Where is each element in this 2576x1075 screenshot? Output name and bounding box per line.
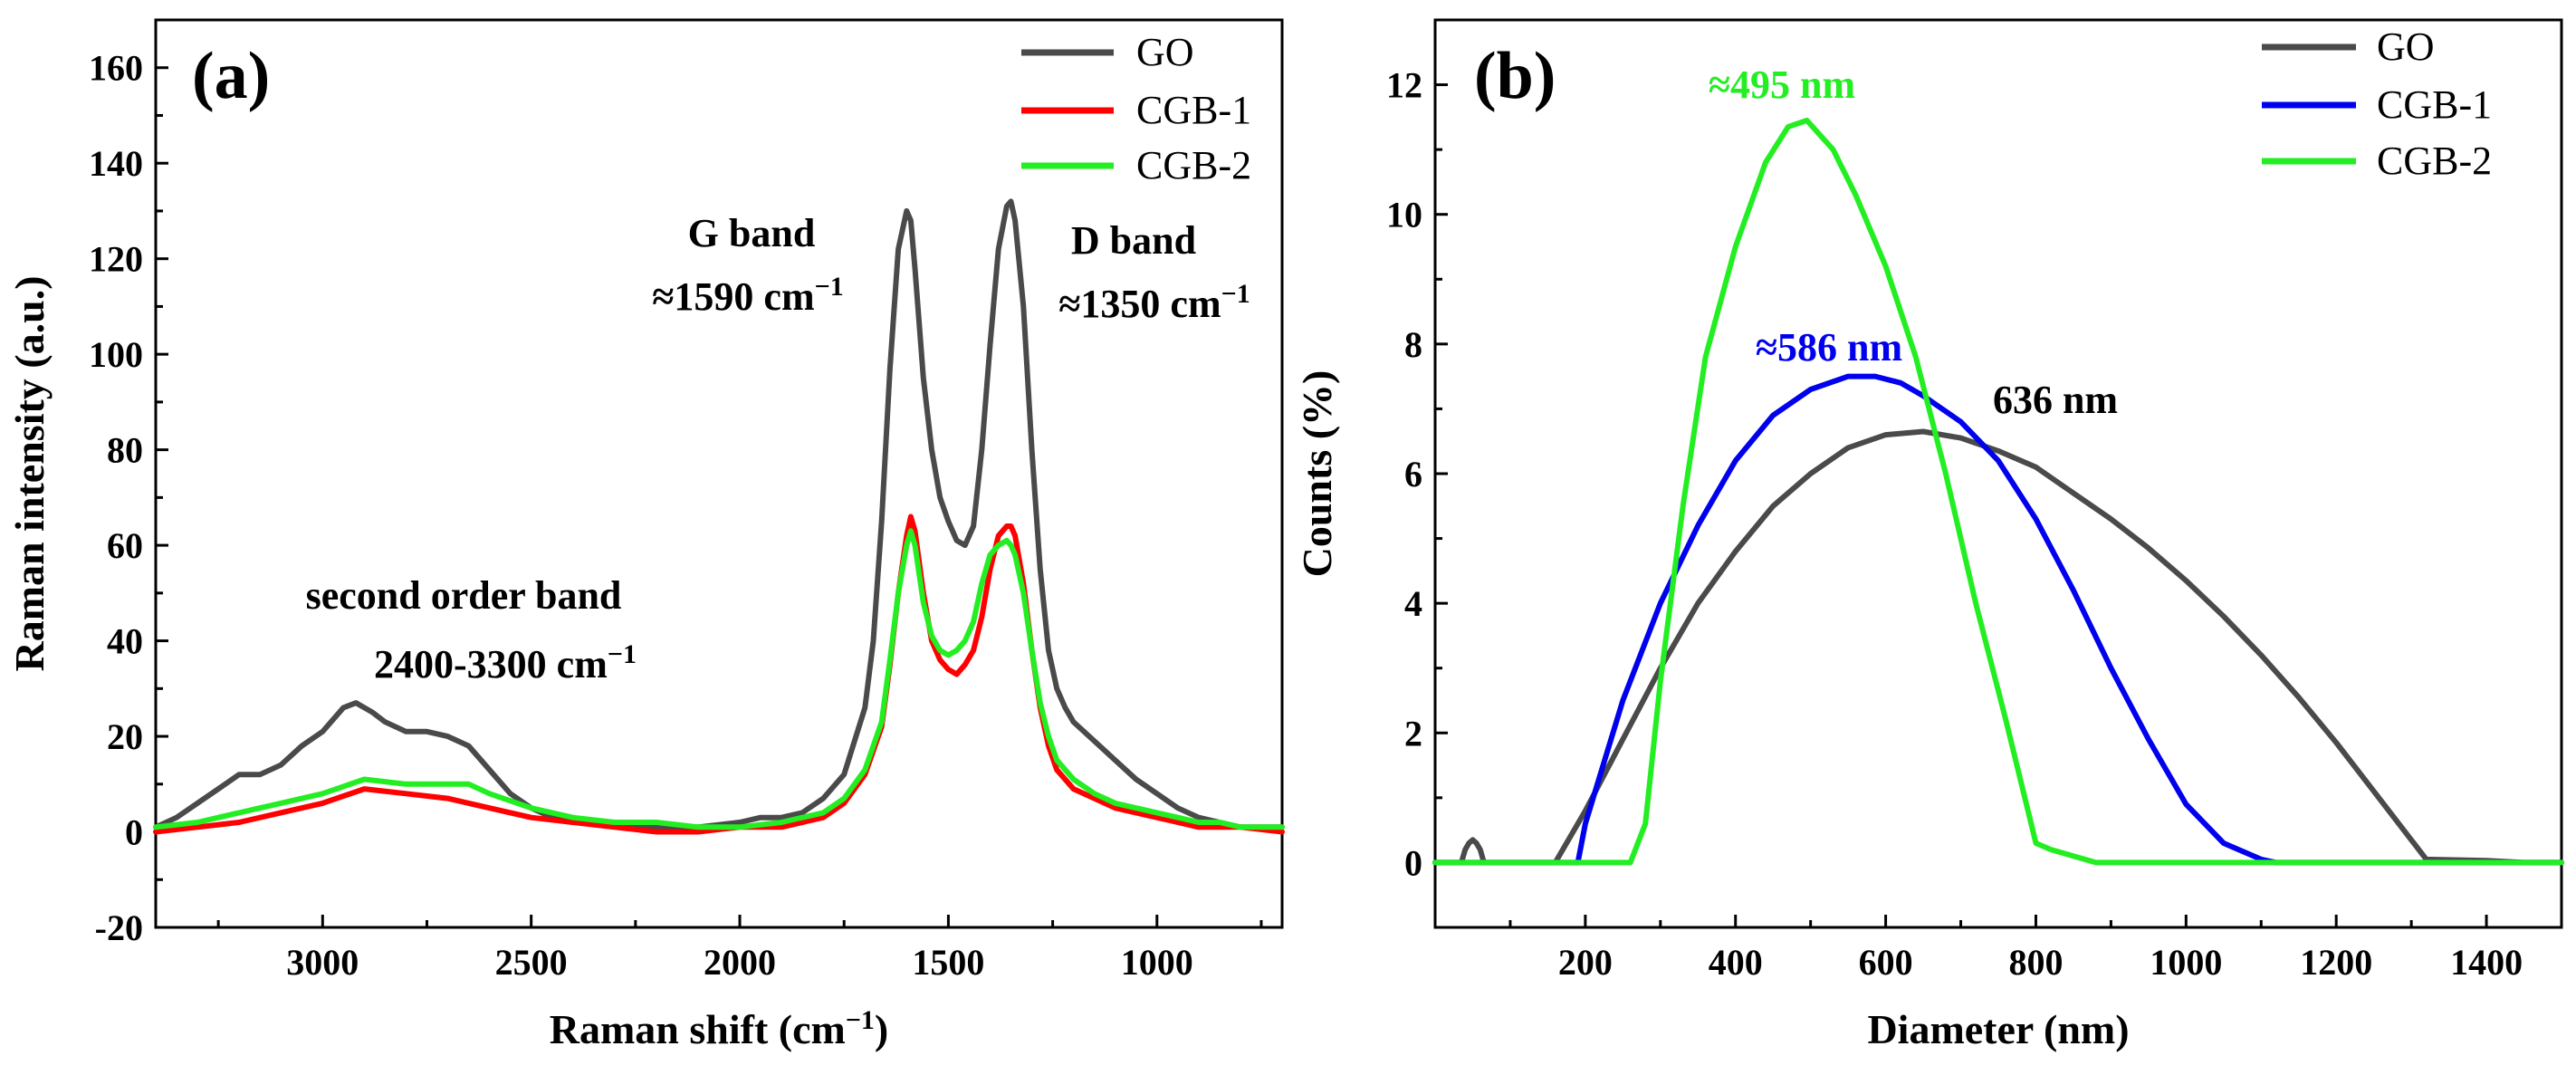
panel-b-xtick-label: 600 (1859, 942, 1913, 983)
panel-b-ticks: 200 400 600 800 1000 1200 1400 0 2 4 6 8 10 12 (1386, 65, 2523, 983)
panel-a-ytick-label: 160 (89, 48, 143, 89)
svg-text:≈1350 cm−1: ≈1350 cm−1 (1058, 279, 1250, 327)
legend-label-go: GO (1136, 30, 1194, 74)
panel-a-annotation-second-order-band: second order band 2400-3300 cm−1 (306, 573, 637, 686)
panel-a-label: (a) (192, 39, 270, 113)
legend-entry-go: GO (1021, 30, 1194, 74)
panel-a-xtick-label: 3000 (286, 942, 359, 983)
panel-a-annotation-d-band: D band ≈1350 cm−1 (1058, 218, 1250, 326)
panel-a-series-cgb-1 (153, 514, 1285, 835)
panel-b-ytick-label: 12 (1386, 65, 1422, 106)
panel-a-raman-chart: 3000 2500 2000 1500 1000 -20 0 20 40 60 80 100 120 14… (6, 18, 1285, 1053)
panel-a-xtick-label: 1500 (912, 942, 984, 983)
panel-b-ytick-label: 2 (1404, 713, 1422, 753)
panel-b-series-cgb-1 (1432, 373, 2564, 866)
legend-label-cgb-2-b: CGB-2 (2377, 139, 2492, 183)
panel-a-ytick-label: 20 (107, 716, 143, 757)
panel-b-series-cgb-2 (1432, 117, 2564, 866)
panel-b-series (1432, 117, 2564, 866)
panel-b-legend: GO CGB-1 CGB-2 (2262, 24, 2492, 183)
svg-text:2400-3300 cm−1: 2400-3300 cm−1 (374, 639, 637, 687)
panel-b-ytick-label: 10 (1386, 195, 1422, 235)
panel-a-ytick-label: 120 (89, 239, 143, 280)
panel-a-ytick-label: 80 (107, 430, 143, 471)
legend-entry-go-b: GO (2262, 24, 2435, 69)
panel-a-xtick-label: 2000 (704, 942, 776, 983)
legend-label-cgb-1: CGB-1 (1136, 88, 1251, 132)
panel-b-xtick-label: 1400 (2450, 942, 2523, 983)
panel-b-xtick-label: 800 (2008, 942, 2063, 983)
panel-b-ytick-label: 6 (1404, 454, 1422, 494)
panel-a-ytick-label: 0 (125, 812, 143, 853)
panel-b-annotation-586: ≈586 nm (1756, 325, 1902, 370)
svg-text:second order band: second order band (306, 573, 622, 618)
svg-text:G band: G band (688, 211, 816, 255)
panel-b-label: (b) (1474, 39, 1556, 113)
panel-a-ytick-label: 60 (107, 525, 143, 566)
legend-entry-cgb-1-b: CGB-1 (2262, 82, 2492, 127)
panel-a-ticks: 3000 2500 2000 1500 1000 -20 0 20 40 60 80 100 120 14… (89, 48, 1263, 983)
panel-a-series (153, 198, 1285, 835)
panel-a-legend: GO CGB-1 CGB-2 (1021, 30, 1251, 187)
panel-a-xlabel: Raman shift (cm−1) (550, 1005, 889, 1053)
panel-a-xtick-label: 2500 (495, 942, 568, 983)
panel-a-annotation-g-band: G band ≈1590 cm−1 (652, 211, 843, 319)
panel-b-xtick-label: 200 (1558, 942, 1613, 983)
panel-b-series-go (1432, 428, 2564, 866)
panel-b-diameter-chart: 200 400 600 800 1000 1200 1400 0 2 4 6 8 10 12 (b) Di… (1294, 18, 2564, 1052)
legend-entry-cgb-2-b: CGB-2 (2262, 139, 2492, 183)
panel-b-xlabel: Diameter (nm) (1867, 1006, 2129, 1052)
panel-b-ytick-label: 4 (1404, 583, 1422, 624)
panel-b-xtick-label: 400 (1709, 942, 1763, 983)
panel-b-xtick-label: 1200 (2300, 942, 2372, 983)
svg-text:≈1590 cm−1: ≈1590 cm−1 (652, 272, 843, 320)
panel-b-annotation-495: ≈495 nm (1709, 62, 1855, 107)
panel-a-plot-frame (154, 18, 1284, 929)
panel-a-series-go (153, 198, 1285, 830)
panel-b-annotation-636: 636 nm (1993, 378, 2118, 422)
legend-label-cgb-1-b: CGB-1 (2377, 82, 2492, 127)
legend-entry-cgb-2: CGB-2 (1021, 143, 1251, 187)
panel-a-ytick-label: -20 (95, 907, 143, 948)
panel-a-ytick-label: 40 (107, 621, 143, 662)
legend-label-go-b: GO (2377, 24, 2435, 69)
panel-a-ytick-label: 100 (89, 334, 143, 375)
panel-b-ylabel: Counts (%) (1294, 370, 1340, 578)
panel-b-xtick-label: 1000 (2150, 942, 2222, 983)
panel-a-ytick-label: 140 (89, 143, 143, 184)
panel-a-ylabel: Raman intensity (a.u.) (6, 275, 53, 671)
panel-b-ytick-label: 0 (1404, 842, 1422, 883)
legend-entry-cgb-1: CGB-1 (1021, 88, 1251, 132)
panel-a-xtick-label: 1000 (1121, 942, 1193, 983)
panel-b-ytick-label: 8 (1404, 324, 1422, 365)
legend-label-cgb-2: CGB-2 (1136, 143, 1251, 187)
svg-text:D band: D band (1071, 218, 1196, 263)
panel-a-series-cgb-2 (153, 528, 1285, 830)
